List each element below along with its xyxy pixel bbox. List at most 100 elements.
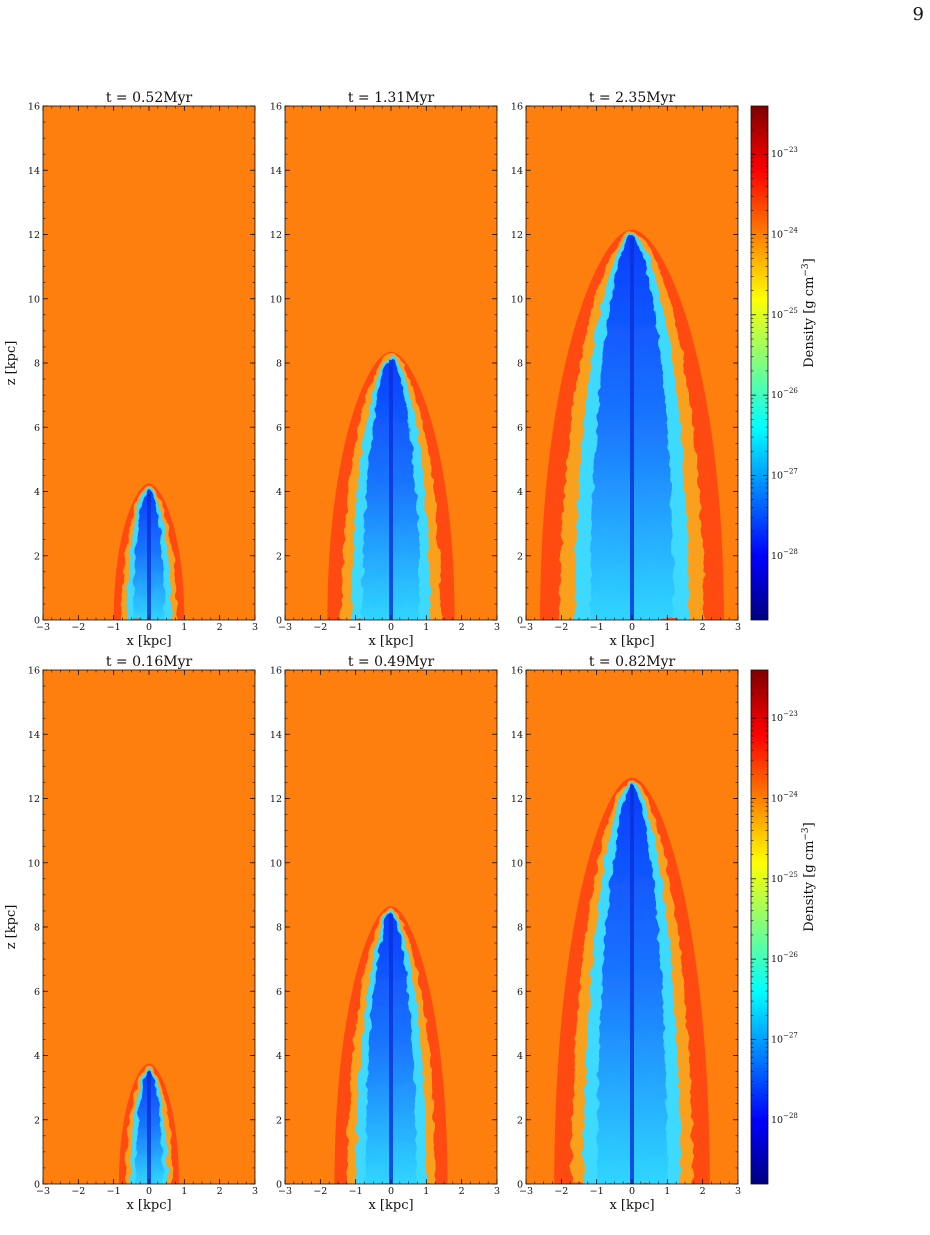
x-tick-label: −1 [349,622,363,633]
panel-title: t = 0.49Myr [348,654,435,670]
y-tick-label: 0 [34,616,40,627]
x-tick-label: 0 [388,1186,394,1197]
x-tick-label: −3 [278,622,292,633]
x-tick-label: 1 [664,622,670,633]
colorbar-tick-label: 10−24 [771,791,798,805]
y-tick-label: 16 [511,102,523,113]
x-tick-label: 1 [664,1186,670,1197]
y-tick-label: 12 [270,230,282,241]
colorbar-2: 10−23 10−24 10−25 10−26 10−27 10−28 Density [g… [750,669,817,1185]
x-tick-label: −2 [313,622,327,633]
x-tick-label: −3 [519,1186,533,1197]
x-tick-label: −1 [107,1186,121,1197]
y-tick-label: 0 [276,1180,282,1191]
colorbar-label: Density [g cm−3] [801,258,817,368]
x-tick-label: 1 [181,622,187,633]
y-tick-label: 12 [28,230,40,241]
y-tick-label: 4 [276,1051,282,1062]
x-axis-label: x [kpc] [126,1198,171,1213]
y-tick-label: 6 [517,987,523,998]
x-tick-label: 0 [629,1186,635,1197]
y-tick-label: 2 [517,551,523,562]
jet-spine [630,785,634,1184]
x-tick-label: 2 [459,1186,465,1197]
y-tick-label: 6 [276,423,282,434]
colorbar-gradient [750,669,769,1185]
colorbar-tick-label: 10−27 [771,1031,798,1045]
x-tick-label: 0 [629,622,635,633]
y-tick-label: 8 [276,359,282,370]
panel-title: t = 0.82Myr [589,654,676,670]
y-tick-label: 4 [517,1051,523,1062]
y-tick-label: 10 [270,294,282,305]
x-tick-label: −2 [313,1186,327,1197]
x-tick-label: 3 [252,1186,258,1197]
x-axis-label: x [kpc] [368,1198,413,1213]
y-tick-label: 14 [270,166,282,177]
y-tick-label: 16 [511,666,523,677]
x-tick-label: −2 [71,622,85,633]
x-tick-label: 2 [217,622,223,633]
x-tick-label: 2 [700,622,706,633]
x-axis-label: x [kpc] [126,634,171,649]
y-tick-label: 12 [28,794,40,805]
x-tick-label: 3 [252,622,258,633]
y-tick-label: 2 [34,1115,40,1126]
colorbar-tick-label: 10−23 [771,146,798,160]
x-tick-label: 1 [423,622,429,633]
colorbar-tick-label: 10−24 [771,227,798,241]
jet-spine [389,914,393,1184]
jet-spine [147,1071,151,1184]
colorbar-gradient [750,105,769,621]
x-tick-label: 0 [146,622,152,633]
y-tick-label: 10 [511,858,523,869]
colorbar-tick-label: 10−23 [771,710,798,724]
x-tick-label: 3 [735,1186,741,1197]
x-tick-label: −3 [36,1186,50,1197]
x-tick-label: −3 [519,622,533,633]
y-tick-label: 2 [276,551,282,562]
jet-spine [389,359,393,620]
panel-title: t = 2.35Myr [589,90,676,106]
y-tick-label: 14 [511,730,523,741]
y-tick-label: 0 [517,1180,523,1191]
x-tick-label: 0 [146,1186,152,1197]
colorbar-tick-label: 10−26 [771,387,798,401]
panel-title: t = 1.31Myr [348,90,435,106]
y-tick-label: 14 [270,730,282,741]
y-tick-label: 10 [28,294,40,305]
y-tick-label: 16 [270,666,282,677]
y-axis-label: z [kpc] [4,905,19,950]
y-tick-label: 2 [34,551,40,562]
y-tick-label: 4 [34,1051,40,1062]
y-tick-label: 10 [270,858,282,869]
x-tick-label: 3 [735,622,741,633]
y-tick-label: 6 [276,987,282,998]
x-tick-label: −3 [36,622,50,633]
colorbar-tick-label: 10−28 [771,1112,798,1126]
y-tick-label: 4 [517,487,523,498]
page-number: 9 [912,4,924,25]
colorbar-tick-label: 10−28 [771,548,798,562]
x-tick-label: −1 [590,622,604,633]
x-tick-label: −3 [278,1186,292,1197]
x-tick-label: 1 [181,1186,187,1197]
panel-title: t = 0.52Myr [106,90,193,106]
x-tick-label: −2 [71,1186,85,1197]
jet-spine [147,491,151,620]
y-tick-label: 2 [276,1115,282,1126]
y-tick-label: 8 [517,359,523,370]
colorbar-tick-label: 10−25 [771,307,798,321]
x-tick-label: 2 [217,1186,223,1197]
y-tick-label: 12 [511,794,523,805]
x-tick-label: 1 [423,1186,429,1197]
y-tick-label: 8 [517,923,523,934]
x-axis-label: x [kpc] [368,634,413,649]
y-axis-label: z [kpc] [4,341,19,386]
x-tick-label: −2 [554,622,568,633]
colorbar-label: Density [g cm−3] [801,822,817,932]
colorbar-1: 10−23 10−24 10−25 10−26 10−27 10−28 Density [g… [750,105,817,621]
